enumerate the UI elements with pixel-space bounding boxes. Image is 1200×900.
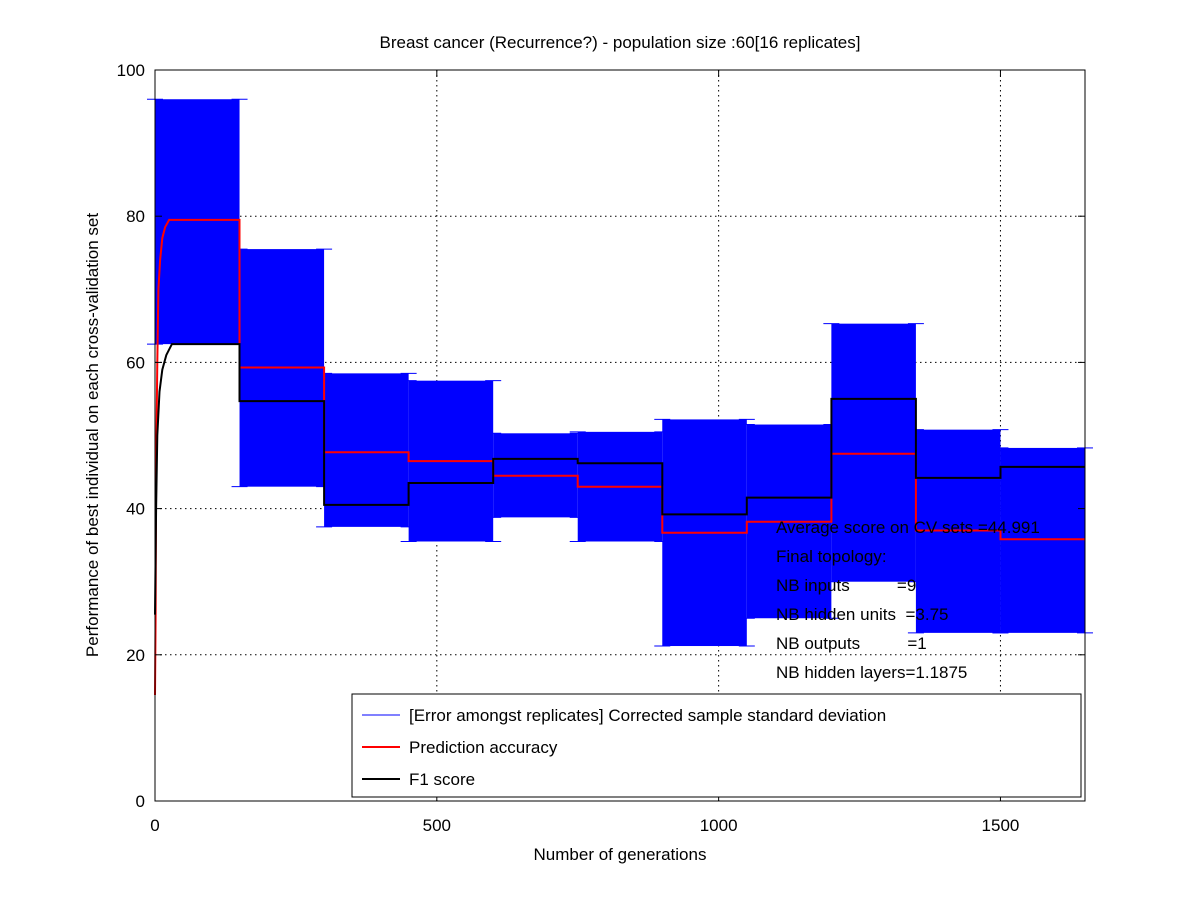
series-line — [154, 218, 1085, 696]
y-tick-label: 60 — [126, 353, 145, 372]
annotation-text: NB hidden units =3.75 — [776, 605, 948, 624]
annotation-text: NB hidden layers=1.1875 — [776, 663, 967, 682]
x-tick-label: 1000 — [700, 816, 738, 835]
error-band — [324, 373, 409, 527]
y-tick-label: 0 — [136, 792, 145, 811]
y-axis-label: Performance of best individual on each c… — [83, 213, 102, 657]
legend-box — [351, 693, 1082, 798]
series-lines — [154, 218, 1085, 696]
x-axis-label: Number of generations — [534, 845, 707, 864]
y-tick-label: 20 — [126, 646, 145, 665]
y-tick-label: 100 — [117, 61, 145, 80]
annotations: Average score on CV sets =44.991 Final to… — [776, 518, 1040, 682]
series-line — [154, 343, 1085, 615]
x-tick-label: 0 — [150, 816, 159, 835]
y-tick-label: 80 — [126, 207, 145, 226]
legend-label: [Error amongst replicates] Corrected sam… — [409, 706, 886, 725]
annotation-text: NB outputs =1 — [776, 634, 927, 653]
annotation-text: Final topology: — [776, 547, 887, 566]
annotation-text: NB inputs =9 — [776, 576, 916, 595]
x-tick-label: 500 — [423, 816, 451, 835]
ticks: 0 500 1000 1500 0 20 40 60 80 100 — [117, 61, 1085, 835]
error-band — [1000, 447, 1085, 633]
plot-frame — [154, 69, 1086, 802]
chart-title: Breast cancer (Recurrence?) - population… — [380, 33, 861, 52]
legend-label: Prediction accuracy — [409, 738, 558, 757]
legend-label: F1 score — [409, 770, 475, 789]
error-band — [831, 323, 916, 582]
annotation-text: Average score on CV sets =44.991 — [776, 518, 1040, 537]
x-tick-label: 1500 — [982, 816, 1020, 835]
y-tick-label: 40 — [126, 500, 145, 519]
legend: [Error amongst replicates] Corrected sam… — [351, 693, 1082, 798]
